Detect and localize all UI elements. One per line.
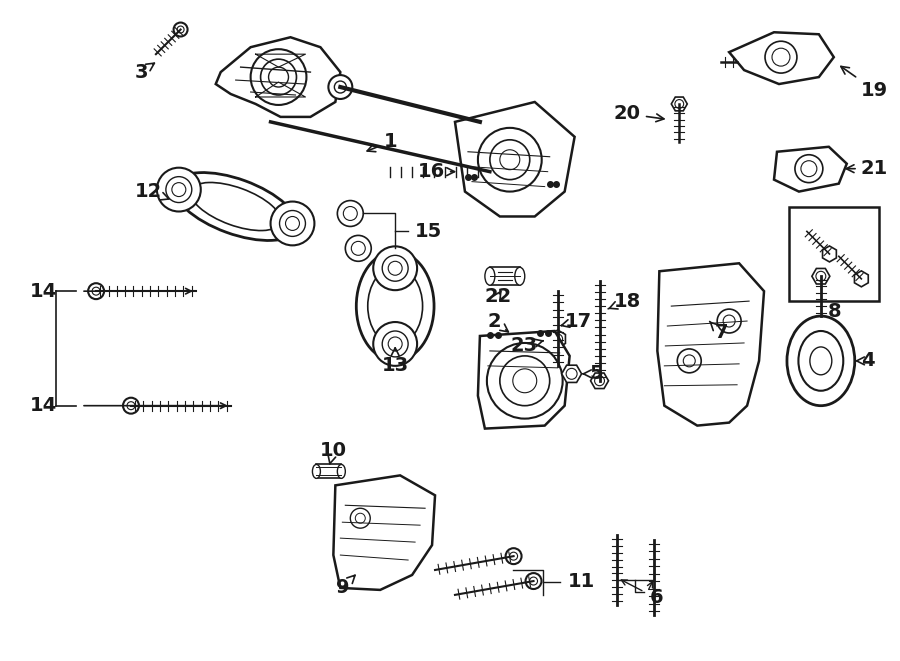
Polygon shape <box>812 268 830 284</box>
Circle shape <box>678 349 701 373</box>
Circle shape <box>490 140 530 180</box>
Bar <box>490 267 520 285</box>
Polygon shape <box>854 271 868 287</box>
Text: 16: 16 <box>418 162 454 181</box>
Text: 17: 17 <box>562 311 592 330</box>
Ellipse shape <box>485 267 495 285</box>
Ellipse shape <box>787 316 855 406</box>
Ellipse shape <box>191 182 281 231</box>
Circle shape <box>374 247 417 290</box>
Text: 7: 7 <box>709 321 728 342</box>
Circle shape <box>328 75 352 99</box>
Circle shape <box>487 343 562 418</box>
Circle shape <box>157 168 201 212</box>
Text: 8: 8 <box>828 301 842 321</box>
Circle shape <box>717 309 741 333</box>
Text: 1: 1 <box>367 132 397 152</box>
Polygon shape <box>455 102 574 217</box>
Text: 15: 15 <box>415 222 443 241</box>
Circle shape <box>123 398 139 414</box>
Bar <box>317 465 341 479</box>
Polygon shape <box>216 37 340 117</box>
Polygon shape <box>562 365 581 383</box>
Circle shape <box>506 548 522 564</box>
Circle shape <box>382 255 408 281</box>
Circle shape <box>374 322 417 366</box>
Ellipse shape <box>368 267 423 345</box>
Ellipse shape <box>174 173 297 241</box>
Circle shape <box>478 128 542 192</box>
Text: 12: 12 <box>135 182 169 201</box>
Circle shape <box>765 41 796 73</box>
Polygon shape <box>823 246 836 262</box>
Circle shape <box>166 176 192 202</box>
Circle shape <box>261 59 296 95</box>
Polygon shape <box>729 32 833 84</box>
Circle shape <box>482 166 494 178</box>
Polygon shape <box>657 263 764 426</box>
Polygon shape <box>671 97 688 111</box>
Ellipse shape <box>810 347 832 375</box>
Text: 23: 23 <box>510 336 543 356</box>
Text: 2: 2 <box>487 311 508 332</box>
Text: 4: 4 <box>855 352 875 370</box>
Ellipse shape <box>356 251 434 361</box>
Text: 10: 10 <box>320 441 346 464</box>
Text: 13: 13 <box>382 348 409 375</box>
Polygon shape <box>590 373 608 389</box>
Circle shape <box>526 573 542 589</box>
Text: 11: 11 <box>568 572 595 592</box>
Text: 5: 5 <box>583 364 603 383</box>
Text: 14: 14 <box>30 282 57 301</box>
Text: 22: 22 <box>484 287 511 305</box>
Circle shape <box>174 22 187 36</box>
Text: 21: 21 <box>846 159 888 178</box>
Polygon shape <box>550 330 565 348</box>
Circle shape <box>88 283 104 299</box>
Polygon shape <box>549 358 567 373</box>
Ellipse shape <box>338 465 346 479</box>
Circle shape <box>271 202 314 245</box>
Bar <box>789 206 878 301</box>
Circle shape <box>280 210 305 237</box>
Polygon shape <box>478 331 570 428</box>
Circle shape <box>382 331 408 357</box>
Text: 3: 3 <box>134 63 155 81</box>
Text: 14: 14 <box>30 396 57 415</box>
Circle shape <box>268 67 289 87</box>
Polygon shape <box>774 147 847 192</box>
Circle shape <box>338 200 364 227</box>
Circle shape <box>795 155 823 182</box>
Circle shape <box>500 356 550 406</box>
Text: 9: 9 <box>336 575 355 598</box>
Circle shape <box>250 49 306 105</box>
Ellipse shape <box>312 465 320 479</box>
Circle shape <box>346 235 371 261</box>
Text: 6: 6 <box>650 588 663 607</box>
Polygon shape <box>333 475 435 590</box>
Text: 18: 18 <box>608 292 641 311</box>
Text: 20: 20 <box>614 104 664 124</box>
Ellipse shape <box>798 331 843 391</box>
Ellipse shape <box>515 267 525 285</box>
Circle shape <box>350 508 370 528</box>
Text: 19: 19 <box>841 66 888 100</box>
